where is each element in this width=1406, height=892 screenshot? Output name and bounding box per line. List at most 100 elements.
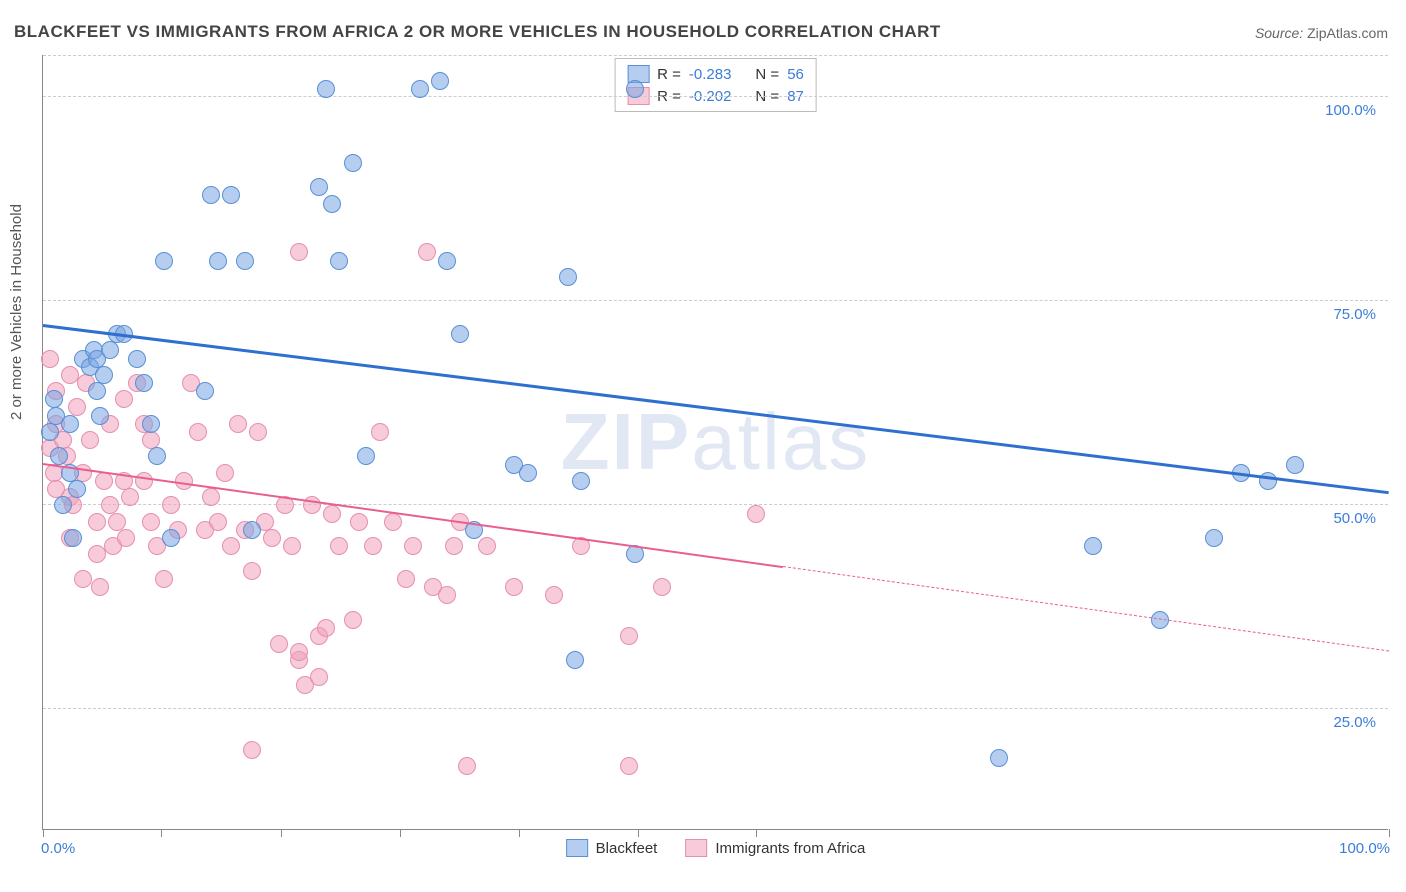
data-point: [404, 537, 422, 555]
data-point: [91, 578, 109, 596]
data-point: [1286, 456, 1304, 474]
legend-label: Immigrants from Africa: [715, 840, 865, 857]
data-point: [95, 472, 113, 490]
source-label: Source:: [1255, 25, 1303, 41]
data-point: [121, 488, 139, 506]
data-point: [202, 488, 220, 506]
data-point: [162, 529, 180, 547]
data-point: [142, 513, 160, 531]
y-tick-label: 75.0%: [1321, 306, 1376, 323]
r-value: -0.283: [689, 66, 732, 83]
n-value: 56: [787, 66, 804, 83]
data-point: [68, 480, 86, 498]
source-value: ZipAtlas.com: [1307, 25, 1388, 41]
x-tick: [638, 829, 639, 837]
y-tick-label: 50.0%: [1321, 510, 1376, 527]
y-axis-label: 2 or more Vehicles in Household: [8, 204, 25, 420]
data-point: [384, 513, 402, 531]
data-point: [418, 243, 436, 261]
legend-item-immigrants: Immigrants from Africa: [685, 839, 865, 857]
x-tick-label: 0.0%: [41, 840, 75, 857]
legend-label: Blackfeet: [596, 840, 658, 857]
data-point: [249, 423, 267, 441]
data-point: [45, 390, 63, 408]
data-point: [68, 398, 86, 416]
data-point: [350, 513, 368, 531]
x-tick: [161, 829, 162, 837]
x-tick: [281, 829, 282, 837]
data-point: [310, 668, 328, 686]
data-point: [229, 415, 247, 433]
data-point: [41, 423, 59, 441]
gridline: [43, 300, 1388, 301]
data-point: [559, 268, 577, 286]
data-point: [438, 252, 456, 270]
data-point: [438, 586, 456, 604]
data-point: [371, 423, 389, 441]
data-point: [519, 464, 537, 482]
data-point: [572, 472, 590, 490]
data-point: [155, 252, 173, 270]
data-point: [61, 415, 79, 433]
data-point: [209, 252, 227, 270]
y-tick-label: 100.0%: [1313, 102, 1376, 119]
data-point: [263, 529, 281, 547]
legend-item-blackfeet: Blackfeet: [566, 839, 658, 857]
data-point: [135, 472, 153, 490]
source-citation: Source: ZipAtlas.com: [1255, 25, 1388, 41]
data-point: [397, 570, 415, 588]
series-legend: Blackfeet Immigrants from Africa: [566, 839, 866, 857]
data-point: [108, 513, 126, 531]
data-point: [451, 325, 469, 343]
y-tick-label: 25.0%: [1321, 714, 1376, 731]
data-point: [61, 366, 79, 384]
data-point: [135, 374, 153, 392]
data-point: [64, 529, 82, 547]
data-point: [222, 537, 240, 555]
data-point: [290, 243, 308, 261]
correlation-legend: R = -0.283 N = 56 R = -0.202 N = 87: [614, 58, 817, 112]
trend-line: [783, 566, 1389, 651]
data-point: [243, 562, 261, 580]
data-point: [357, 447, 375, 465]
data-point: [317, 619, 335, 637]
data-point: [142, 431, 160, 449]
x-tick: [519, 829, 520, 837]
data-point: [81, 431, 99, 449]
data-point: [431, 72, 449, 90]
data-point: [364, 537, 382, 555]
data-point: [222, 186, 240, 204]
data-point: [310, 178, 328, 196]
data-point: [196, 382, 214, 400]
x-tick-label: 100.0%: [1339, 840, 1390, 857]
data-point: [566, 651, 584, 669]
data-point: [54, 496, 72, 514]
data-point: [330, 252, 348, 270]
data-point: [1084, 537, 1102, 555]
data-point: [290, 643, 308, 661]
data-point: [478, 537, 496, 555]
x-tick: [400, 829, 401, 837]
legend-swatch-immigrants: [685, 839, 707, 857]
data-point: [91, 407, 109, 425]
data-point: [747, 505, 765, 523]
gridline: [43, 55, 1388, 56]
data-point: [505, 578, 523, 596]
data-point: [50, 447, 68, 465]
data-point: [216, 464, 234, 482]
data-point: [243, 741, 261, 759]
data-point: [209, 513, 227, 531]
data-point: [317, 80, 335, 98]
data-point: [101, 341, 119, 359]
data-point: [270, 635, 288, 653]
data-point: [620, 757, 638, 775]
data-point: [344, 154, 362, 172]
data-point: [128, 350, 146, 368]
r-label: R =: [657, 66, 681, 83]
data-point: [88, 513, 106, 531]
data-point: [445, 537, 463, 555]
data-point: [990, 749, 1008, 767]
data-point: [162, 496, 180, 514]
data-point: [545, 586, 563, 604]
data-point: [243, 521, 261, 539]
